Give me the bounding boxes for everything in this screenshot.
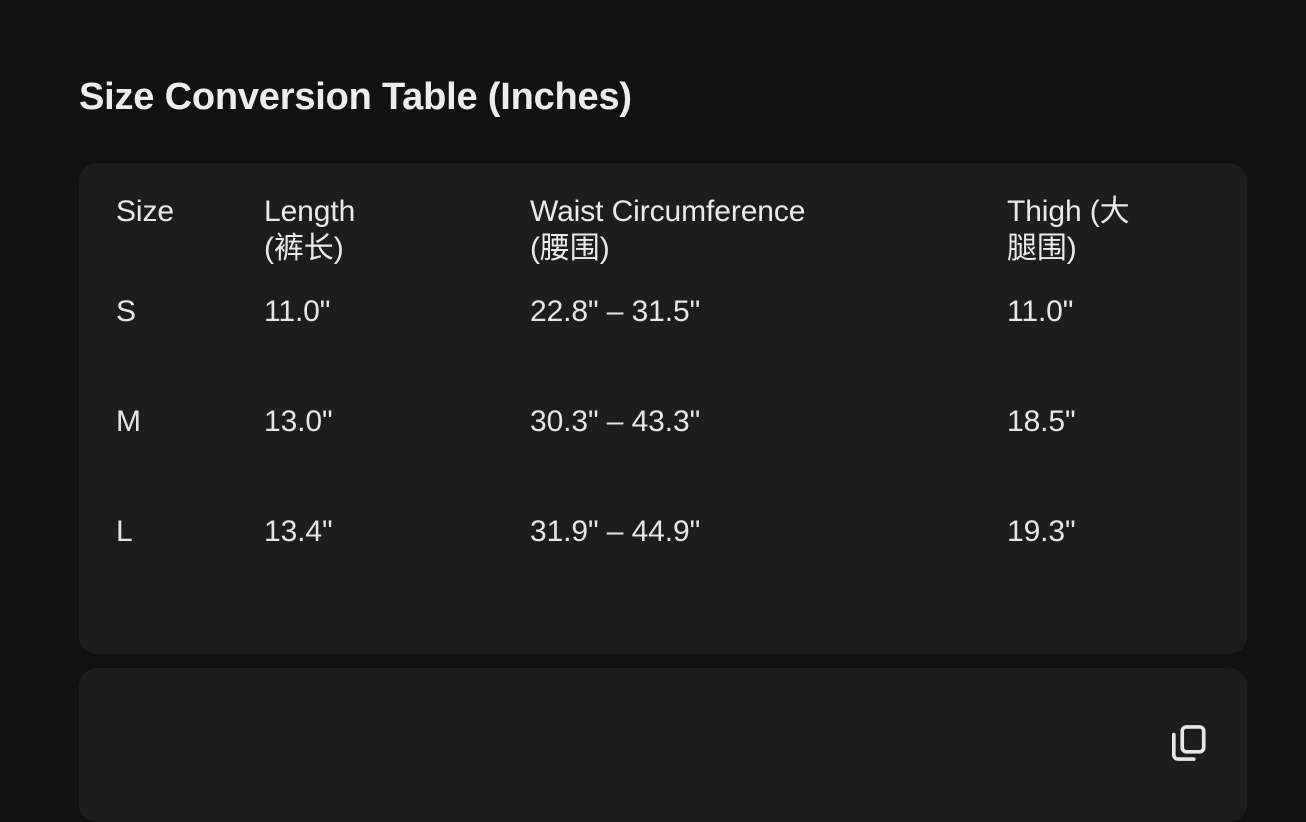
- cell-size: M: [116, 404, 141, 438]
- column-header-waist-label-en: Waist Circumference: [530, 195, 806, 228]
- cell-length: 11.0": [264, 294, 331, 328]
- table-row: S 11.0" 22.8" – 31.5" 11.0": [79, 268, 1247, 378]
- cell-size: L: [116, 514, 133, 548]
- column-header-length-label-zh: (裤长): [264, 231, 344, 265]
- size-table-card: Size Length (裤长) Waist Circumference (腰围…: [79, 163, 1247, 654]
- copy-icon: [1165, 720, 1211, 766]
- column-header-length-label-en: Length: [264, 195, 356, 228]
- copy-button[interactable]: [1160, 715, 1216, 771]
- table-body: S 11.0" 22.8" – 31.5" 11.0" M 13.0" 30.3…: [79, 268, 1247, 598]
- column-header-waist: Waist Circumference (腰围): [493, 163, 970, 268]
- cell-waist: 31.9" – 44.9": [530, 514, 701, 548]
- cell-waist: 30.3" – 43.3": [530, 404, 701, 438]
- cell-thigh: 18.5": [1007, 404, 1076, 438]
- bottom-panel: [79, 668, 1247, 822]
- cell-waist: 22.8" – 31.5": [530, 294, 701, 328]
- table-header-row: Size Length (裤长) Waist Circumference (腰围…: [79, 163, 1247, 268]
- column-header-thigh-label-zh: 腿围): [1007, 231, 1077, 265]
- column-header-thigh-label-en: Thigh (大: [1007, 195, 1130, 228]
- cell-length: 13.4": [264, 514, 333, 548]
- column-header-thigh: Thigh (大 腿围): [970, 163, 1247, 268]
- column-header-size-label: Size: [116, 195, 174, 228]
- table-row: M 13.0" 30.3" – 43.3" 18.5": [79, 378, 1247, 488]
- cell-thigh: 19.3": [1007, 514, 1076, 548]
- cell-length: 13.0": [264, 404, 333, 438]
- column-header-size: Size: [79, 163, 227, 268]
- table-header: Size Length (裤长) Waist Circumference (腰围…: [79, 163, 1247, 268]
- cell-thigh: 11.0": [1007, 294, 1074, 328]
- size-conversion-table: Size Length (裤长) Waist Circumference (腰围…: [79, 163, 1247, 598]
- column-header-waist-label-zh: (腰围): [530, 231, 610, 265]
- column-header-length: Length (裤长): [227, 163, 493, 268]
- page-title: Size Conversion Table (Inches): [79, 76, 632, 118]
- table-row: L 13.4" 31.9" – 44.9" 19.3": [79, 488, 1247, 598]
- cell-size: S: [116, 294, 136, 328]
